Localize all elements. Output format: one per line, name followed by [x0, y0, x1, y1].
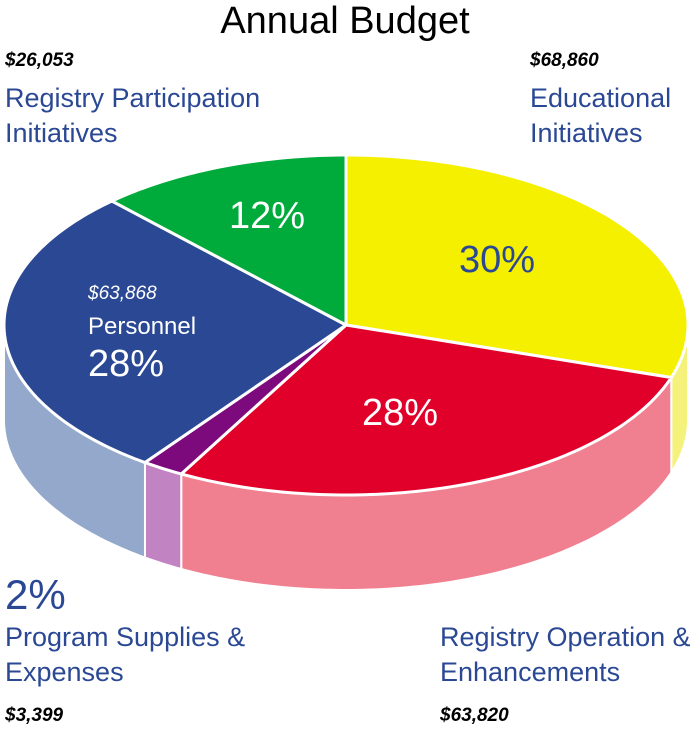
slice	[110, 153, 348, 327]
amount-label: $68,860	[530, 50, 599, 71]
percent-label: 28%	[362, 392, 438, 434]
percent-label: 30%	[459, 239, 535, 281]
percent-label: 12%	[229, 195, 305, 237]
percent-label: 28%	[88, 343, 165, 385]
slice	[179, 323, 673, 497]
amount-label: $63,868	[88, 283, 157, 304]
slice-name: Registry Operation & Enhancements	[440, 622, 690, 687]
slice-side	[143, 461, 183, 571]
slice	[143, 323, 348, 476]
slice-name: Program Supplies & Expenses	[5, 622, 246, 687]
slice	[344, 153, 690, 380]
amount-label: $3,399	[5, 705, 64, 726]
amount-label: $26,053	[5, 50, 74, 71]
slice-name: Registry Participation Initiatives	[5, 83, 261, 148]
slice-name: Personnel	[88, 313, 197, 340]
slice	[2, 199, 348, 465]
slice-name: Educational Initiatives	[530, 83, 672, 148]
chart-title: Annual Budget	[220, 0, 470, 42]
amount-label: $63,820	[440, 705, 509, 726]
percent-label: 2%	[5, 571, 66, 618]
